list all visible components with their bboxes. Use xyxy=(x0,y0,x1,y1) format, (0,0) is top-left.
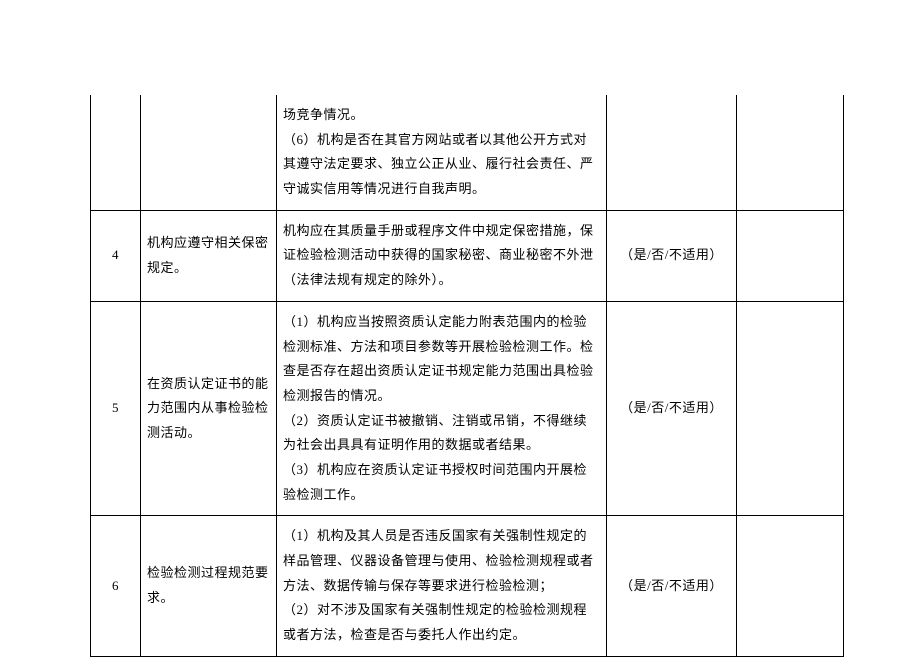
row-remark xyxy=(737,516,844,656)
row-requirement: 机构应遵守相关保密规定。 xyxy=(141,210,277,301)
row-number: 6 xyxy=(91,516,141,656)
row-requirement: 检验检测过程规范要求。 xyxy=(141,516,277,656)
row-result: （是/否/不适用） xyxy=(607,210,737,301)
row-result: （是/否/不适用） xyxy=(607,516,737,656)
row-requirement xyxy=(141,95,277,210)
page-container: 场竞争情况。 （6）机构是否在其官方网站或者以其他公开方式对其遵守法定要求、独立… xyxy=(0,0,920,657)
table-row: 6检验检测过程规范要求。（1）机构及其人员是否违反国家有关强制性规定的样品管理、… xyxy=(91,516,844,656)
row-result xyxy=(607,95,737,210)
row-number: 4 xyxy=(91,210,141,301)
row-number xyxy=(91,95,141,210)
row-remark xyxy=(737,95,844,210)
row-remark xyxy=(737,210,844,301)
row-detail: （1）机构应当按照资质认定能力附表范围内的检验检测标准、方法和项目参数等开展检验… xyxy=(277,301,607,516)
table-row: 5在资质认定证书的能力范围内从事检验检测活动。（1）机构应当按照资质认定能力附表… xyxy=(91,301,844,516)
row-result: （是/否/不适用） xyxy=(607,301,737,516)
regulation-table: 场竞争情况。 （6）机构是否在其官方网站或者以其他公开方式对其遵守法定要求、独立… xyxy=(90,95,844,657)
table-row: 4机构应遵守相关保密规定。机构应在其质量手册或程序文件中规定保密措施，保证检验检… xyxy=(91,210,844,301)
row-number: 5 xyxy=(91,301,141,516)
row-requirement: 在资质认定证书的能力范围内从事检验检测活动。 xyxy=(141,301,277,516)
row-detail: （1）机构及其人员是否违反国家有关强制性规定的样品管理、仪器设备管理与使用、检验… xyxy=(277,516,607,656)
row-remark xyxy=(737,301,844,516)
table-body: 场竞争情况。 （6）机构是否在其官方网站或者以其他公开方式对其遵守法定要求、独立… xyxy=(91,95,844,656)
row-detail: 机构应在其质量手册或程序文件中规定保密措施，保证检验检测活动中获得的国家秘密、商… xyxy=(277,210,607,301)
row-detail: 场竞争情况。 （6）机构是否在其官方网站或者以其他公开方式对其遵守法定要求、独立… xyxy=(277,95,607,210)
table-row: 场竞争情况。 （6）机构是否在其官方网站或者以其他公开方式对其遵守法定要求、独立… xyxy=(91,95,844,210)
